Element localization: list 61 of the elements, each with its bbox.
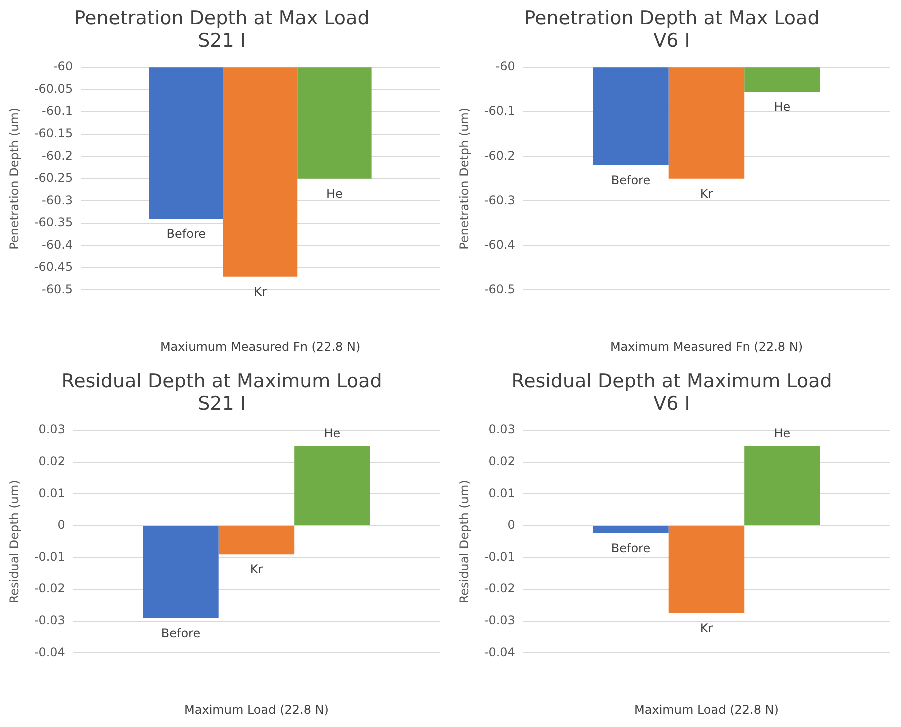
x-axis-title: Maximum Load (22.8 N) — [184, 702, 329, 717]
y-tick-label: -60.35 — [34, 216, 74, 230]
y-axis-title: Penetration Detph (um) — [457, 108, 472, 250]
series-label: Kr — [700, 187, 714, 202]
y-tick-label: 0.03 — [38, 422, 66, 437]
chart-title: Penetration Depth at Max Load — [524, 7, 820, 30]
series-label: He — [774, 100, 791, 114]
y-tick-label: -0.04 — [484, 645, 516, 660]
chart-subtitle: V6 I — [654, 30, 690, 52]
series-label: He — [324, 426, 341, 441]
y-tick-label: -0.02 — [34, 582, 66, 596]
y-tick-label: 0.01 — [38, 486, 66, 500]
y-tick-label: -60 — [53, 60, 74, 74]
chart-subtitle: S21 I — [198, 30, 246, 52]
y-tick-label: -60.5 — [42, 282, 74, 296]
y-tick-label: 0 — [508, 518, 516, 532]
y-tick-label: 0 — [58, 518, 66, 532]
y-tick-label: -60.45 — [34, 260, 74, 274]
y-tick-label: -60.4 — [484, 238, 516, 252]
chart-title: Penetration Depth at Max Load — [74, 7, 370, 30]
y-tick-label: -60.2 — [42, 148, 74, 163]
series-label: He — [326, 187, 343, 202]
y-tick-label: 0.01 — [488, 486, 516, 500]
series-label: Before — [611, 174, 651, 188]
y-tick-label: -60.4 — [42, 238, 74, 252]
chart-subtitle: S21 I — [198, 393, 246, 416]
y-tick-label: 0.02 — [488, 454, 516, 469]
y-tick-label: -0.03 — [34, 614, 66, 628]
y-tick-label: -0.01 — [484, 550, 516, 564]
series-label: Before — [611, 541, 651, 556]
series-label: Before — [161, 626, 201, 640]
series-label: Kr — [254, 284, 268, 299]
y-tick-label: -60.3 — [484, 193, 516, 208]
y-tick-label: -60.3 — [42, 193, 74, 208]
y-axis-title: Residual Depth (um) — [457, 480, 472, 604]
series-label: Before — [166, 227, 206, 242]
y-axis-title: Residual Depth (um) — [7, 480, 22, 604]
series-label: Kr — [700, 621, 714, 636]
y-tick-label: 0.03 — [488, 422, 516, 437]
chart-title: Residual Depth at Maximum Load — [512, 370, 832, 392]
y-tick-label: -60.2 — [484, 148, 516, 163]
y-tick-label: -60.5 — [484, 282, 516, 296]
series-label: He — [774, 426, 791, 441]
y-tick-label: -60.1 — [42, 104, 74, 118]
y-tick-label: -60.05 — [34, 82, 74, 96]
y-tick-label: -0.03 — [484, 614, 516, 628]
y-tick-label: -60.1 — [484, 104, 516, 118]
y-tick-label: -60.15 — [34, 126, 74, 141]
x-axis-title: Maximum Load (22.8 N) — [634, 702, 779, 717]
y-axis-title: Penetration Depth (um) — [7, 108, 22, 250]
x-axis-title: Maximum Measured Fn (22.8 N) — [610, 340, 804, 354]
series-label: Kr — [250, 562, 264, 577]
chart-subtitle: V6 I — [654, 393, 690, 416]
y-tick-label: -0.04 — [34, 645, 66, 660]
y-tick-label: -0.02 — [484, 582, 516, 596]
y-tick-label: -0.01 — [34, 550, 66, 564]
chart-title: Residual Depth at Maximum Load — [62, 370, 382, 392]
x-axis-title: Maxiumum Measured Fn (22.8 N) — [160, 340, 361, 354]
y-tick-label: -60.25 — [34, 171, 74, 186]
y-tick-label: -60 — [496, 60, 516, 74]
y-tick-label: 0.02 — [38, 454, 66, 469]
